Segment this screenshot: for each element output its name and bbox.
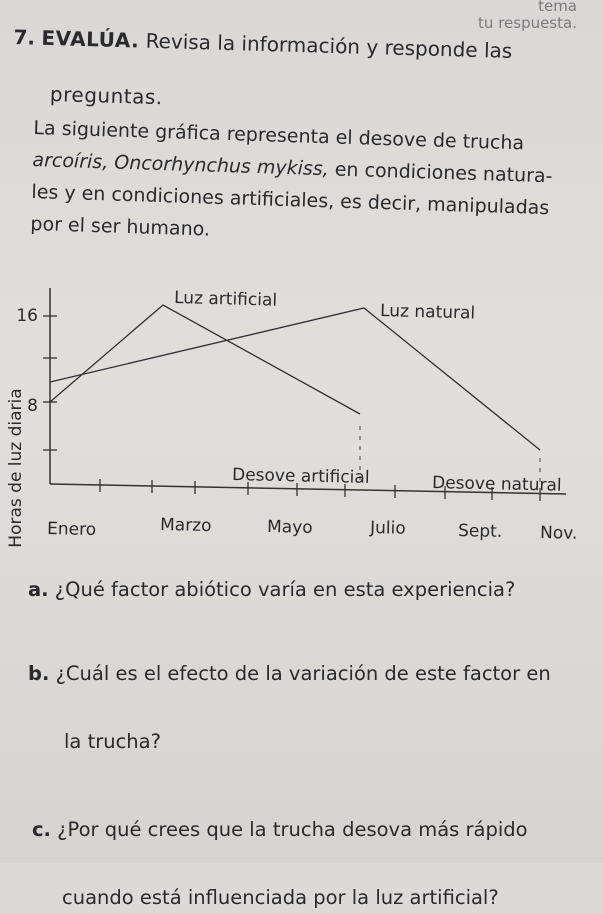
question-keyword: EVALÚA. <box>41 25 140 53</box>
species-name: arcoíris, Oncorhynchus mykiss, <box>32 148 330 181</box>
x-tick-label-enero: Enero <box>47 519 96 540</box>
paragraph-line-2-rest: en condiciones natura- <box>328 158 553 188</box>
sub-question-a-label: a. <box>28 578 49 601</box>
series-label-luz-natural: Luz natural <box>380 301 476 323</box>
question-instruction-cont: preguntas. <box>49 82 164 110</box>
intro-paragraph: La siguiente gráfica representa el desov… <box>30 112 594 258</box>
x-tick-label-sept: Sept. <box>458 521 503 542</box>
sub-question-a: a. ¿Qué factor abiótico varía en esta ex… <box>28 574 598 606</box>
spawning-light-chart: Horas de luz diaria 16 8 <box>6 288 578 548</box>
sub-question-a-text: ¿Qué factor abiótico varía en esta exper… <box>54 578 516 601</box>
x-axis <box>49 483 567 495</box>
annotation-desove-natural: Desove natural <box>432 473 562 496</box>
annotation-desove-artificial: Desove artificial <box>232 465 370 488</box>
x-tick-label-julio: Julio <box>369 518 406 539</box>
x-tick-label-mayo: Mayo <box>267 517 313 538</box>
question-number: 7. <box>13 24 36 50</box>
series-line-luz-artificial <box>49 304 361 415</box>
sub-question-c-text: ¿Por qué crees que la trucha desova más … <box>57 818 528 841</box>
x-tick-label-marzo: Marzo <box>160 515 212 536</box>
x-tick-label-nov: Nov. <box>540 523 578 544</box>
sub-question-b: b. ¿Cuál es el efecto de la variación de… <box>28 658 598 690</box>
sub-question-b-text2: la trucha? <box>64 730 161 753</box>
y-tick-label-16: 16 <box>16 306 38 326</box>
previous-section-fragment: tema tu respuesta. <box>478 0 577 32</box>
fragment-line-1: tema <box>538 0 577 15</box>
y-tick-label-8: 8 <box>27 396 38 416</box>
sub-question-b-label: b. <box>28 662 50 685</box>
series-line-luz-natural <box>49 307 541 451</box>
sub-question-c: c. ¿Por qué crees que la trucha desova m… <box>32 814 602 846</box>
sub-question-b-text: ¿Cuál es el efecto de la variación de es… <box>55 662 551 685</box>
question-instruction: Revisa la información y responde las <box>145 28 513 63</box>
sub-question-c-label: c. <box>32 818 51 841</box>
y-axis-label: Horas de luz diaria <box>6 388 26 547</box>
series-label-luz-artificial: Luz artificial <box>174 288 277 311</box>
sub-questions: a. ¿Qué factor abiótico varía en esta ex… <box>28 574 598 909</box>
sub-question-c-text2: cuando está influenciada por la luz arti… <box>62 886 499 909</box>
fragment-line-2: tu respuesta. <box>478 14 577 32</box>
